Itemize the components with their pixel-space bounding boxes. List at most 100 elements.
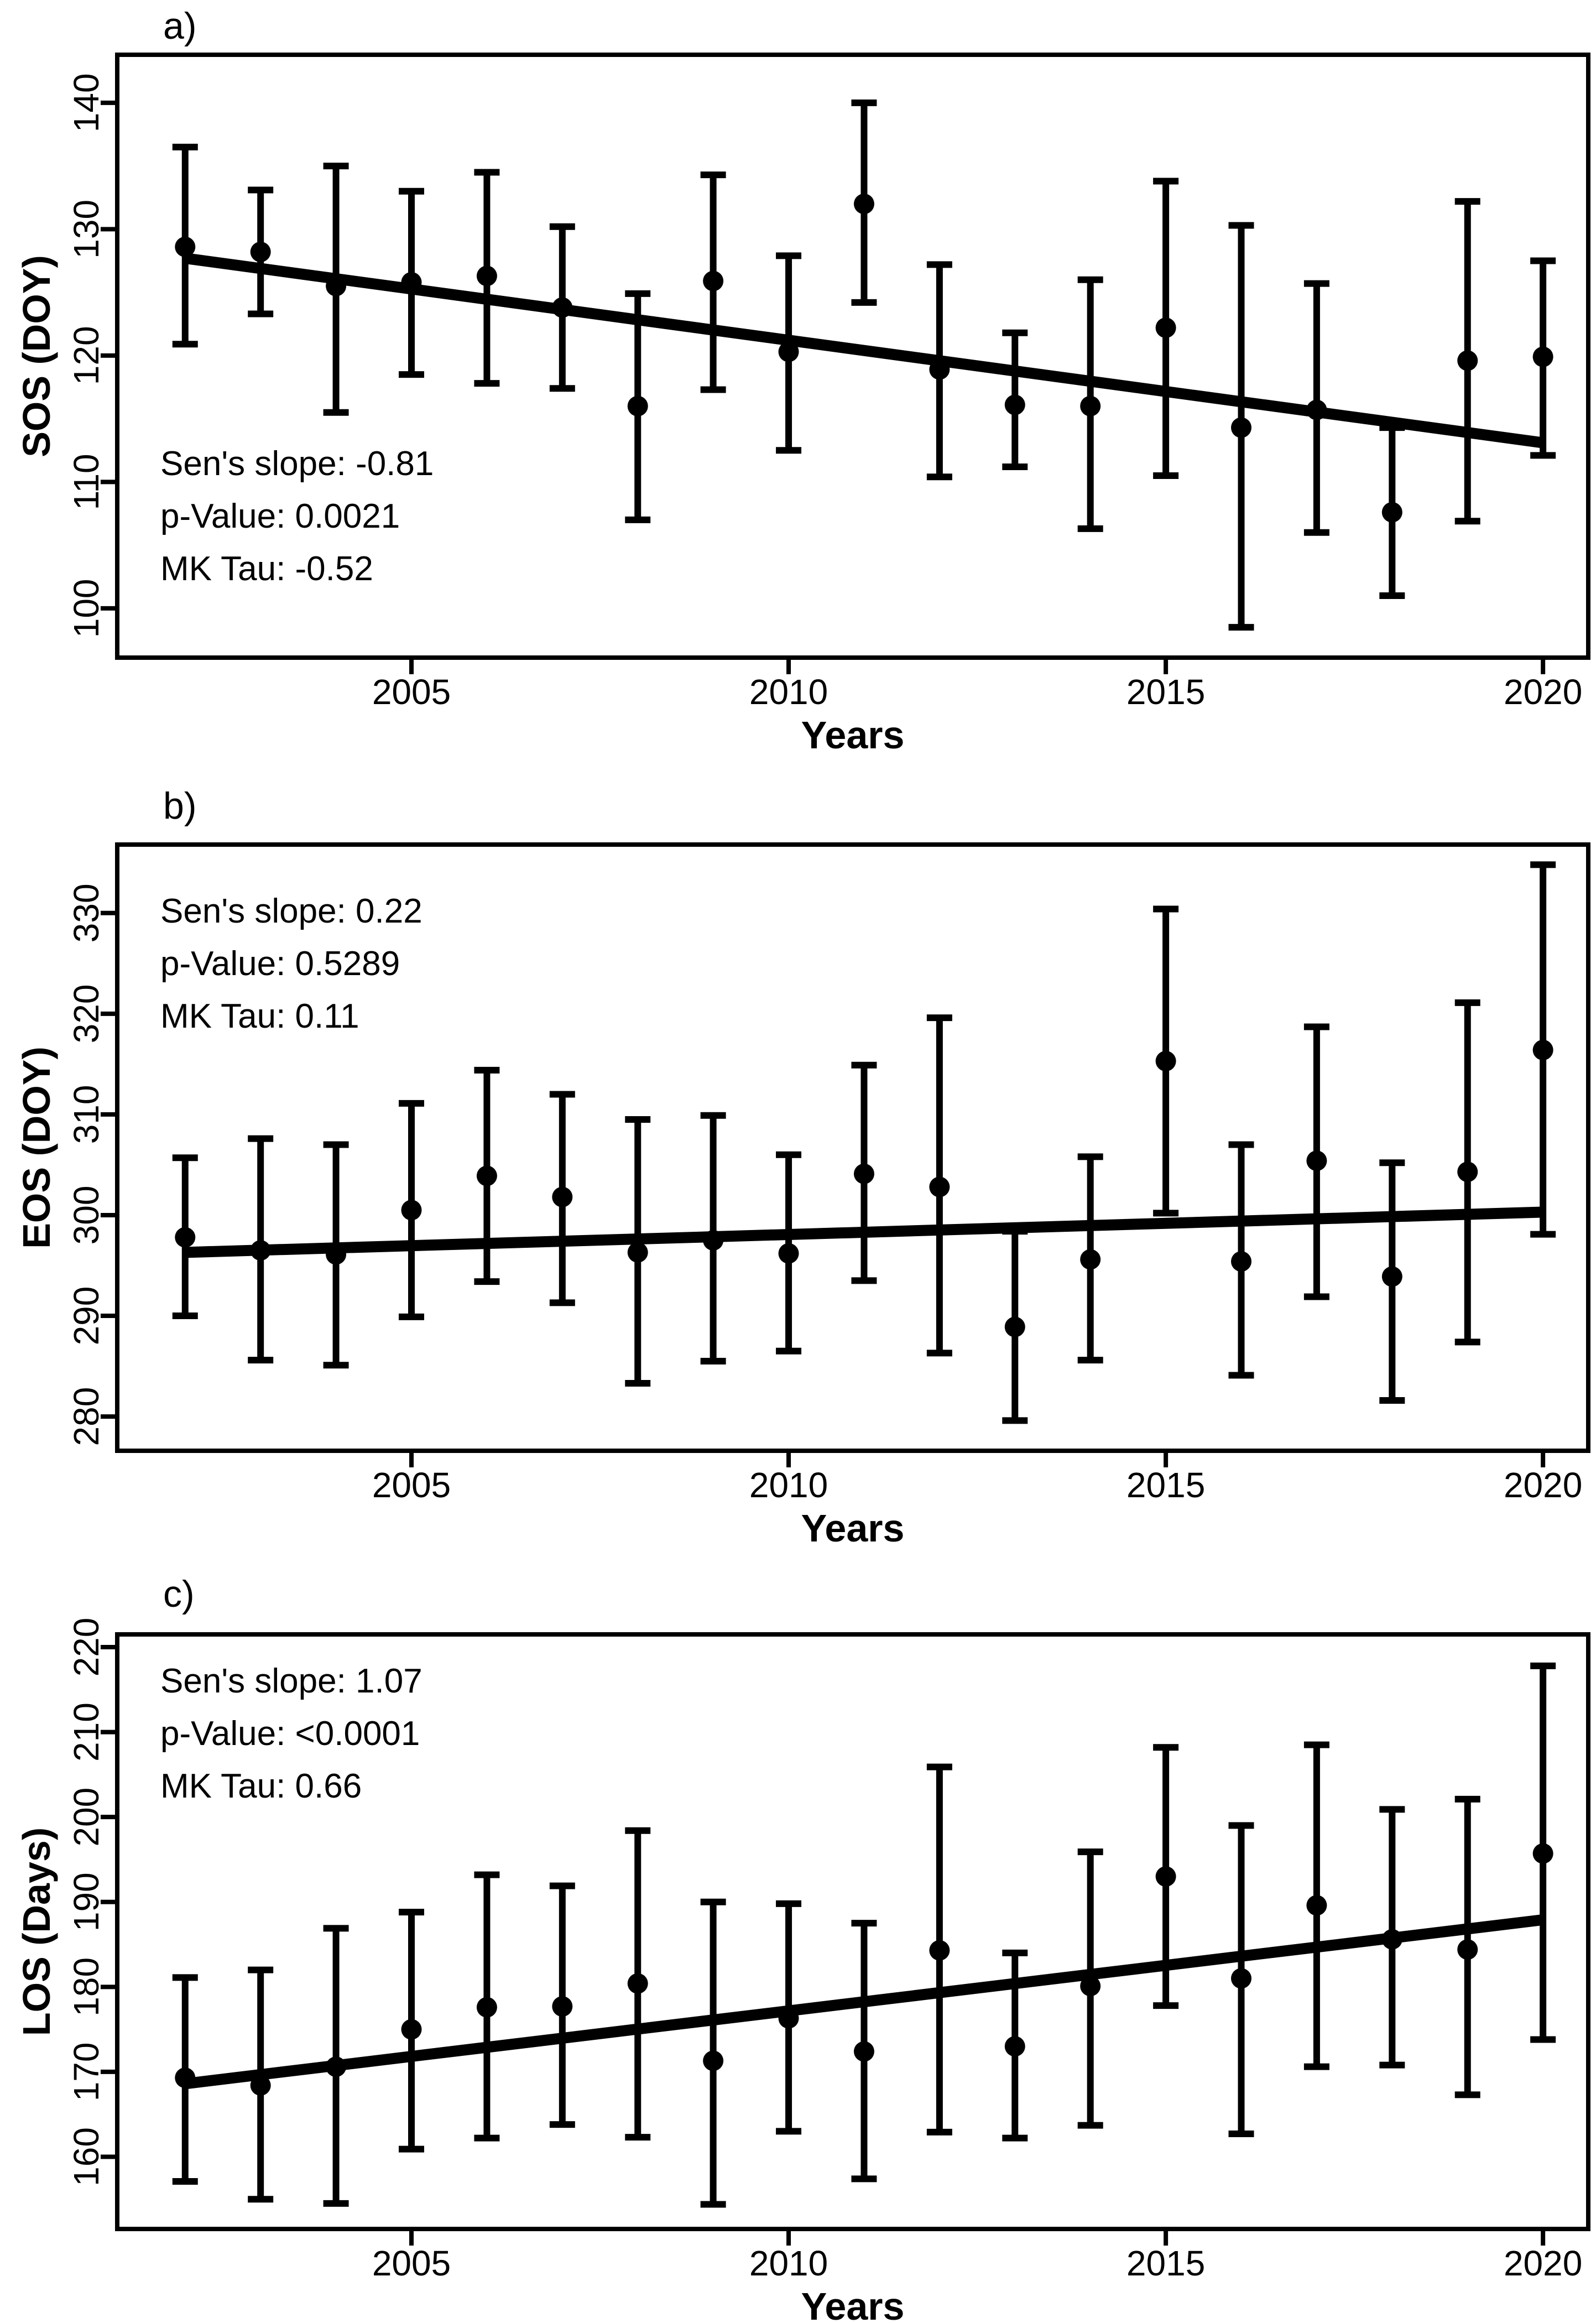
x-tick-label: 2005 [372, 1465, 451, 1505]
data-point [1004, 394, 1025, 415]
data-point [1231, 417, 1252, 438]
y-tick-label: 170 [66, 2043, 106, 2102]
y-tick-label: 300 [66, 1186, 106, 1245]
data-point [326, 275, 347, 296]
data-point [1532, 346, 1553, 367]
data-point [1381, 1266, 1402, 1287]
data-point [703, 2050, 724, 2071]
data-point [1080, 395, 1101, 416]
plot-box [115, 842, 1590, 1453]
x-tick-label: 2010 [749, 1465, 828, 1505]
data-point [929, 359, 950, 380]
data-point [778, 1243, 799, 1264]
data-point [627, 1973, 648, 1994]
data-point [552, 1996, 573, 2017]
data-point [853, 194, 874, 215]
data-point [401, 2019, 422, 2040]
data-point [1457, 1939, 1478, 1960]
y-tick-label: 210 [66, 1702, 106, 1762]
data-point [1231, 1251, 1252, 1272]
data-point [1381, 1929, 1402, 1950]
panel-a: a) 100 110 120 130 140 2005 2010 2015 2020 Years SO… [15, 5, 1590, 757]
data-point [175, 1227, 196, 1248]
data-point [250, 2075, 271, 2096]
data-point [476, 1997, 497, 2018]
y-tick-label: 180 [66, 1957, 106, 2017]
stats-annotation: MK Tau: -0.52 [160, 550, 373, 588]
data-point [250, 241, 271, 262]
data-point [326, 1244, 347, 1265]
y-tick-label: 190 [66, 1872, 106, 1931]
x-tick-label: 2015 [1126, 2243, 1205, 2283]
data-point [476, 265, 497, 287]
x-tick-label: 2015 [1126, 672, 1205, 712]
data-point [552, 1186, 573, 1207]
data-point [1306, 1895, 1327, 1916]
data-point [1457, 350, 1478, 371]
x-axis-title: Years [801, 1507, 905, 1550]
data-point [326, 2056, 347, 2077]
stats-annotation: Sen's slope: -0.81 [160, 445, 434, 483]
x-tick-label: 2010 [749, 672, 828, 712]
x-tick-label: 2015 [1126, 1465, 1205, 1505]
stats-annotation: MK Tau: 0.66 [160, 1767, 362, 1805]
data-point [778, 341, 799, 362]
data-point [1231, 1968, 1252, 1989]
y-axis-title: LOS (Days) [15, 1827, 58, 2036]
stats-annotation: MK Tau: 0.11 [160, 997, 359, 1035]
data-point [1457, 1162, 1478, 1183]
panel-label: c) [163, 1573, 195, 1615]
y-tick-label: 140 [66, 73, 106, 132]
data-point [552, 297, 573, 318]
stats-annotation: Sen's slope: 0.22 [160, 892, 423, 930]
data-point [1306, 399, 1327, 420]
data-point [401, 1200, 422, 1221]
x-axis-title: Years [801, 713, 905, 757]
x-tick-label: 2020 [1504, 2243, 1582, 2283]
data-point [1532, 1843, 1553, 1864]
data-point [401, 272, 422, 293]
y-tick-label: 310 [66, 1085, 106, 1144]
panel-label: b) [163, 785, 196, 827]
y-axis-title: EOS (DOY) [15, 1046, 58, 1249]
plot-box [115, 1632, 1590, 2231]
y-tick-label: 220 [66, 1618, 106, 1677]
data-point [703, 270, 724, 291]
data-point [929, 1176, 950, 1197]
data-point [1155, 1866, 1176, 1887]
panel-b: b) 280 290 300 310 320 330 2005 2010 2015 2020 Year… [15, 785, 1590, 1550]
y-tick-label: 110 [66, 454, 106, 510]
data-point [627, 1242, 648, 1263]
x-tick-label: 2020 [1504, 1465, 1582, 1505]
y-tick-label: 290 [66, 1286, 106, 1346]
x-tick-label: 2020 [1504, 672, 1582, 712]
data-point [1532, 1039, 1553, 1060]
data-point [476, 1165, 497, 1186]
data-point [929, 1940, 950, 1961]
data-point [1004, 1316, 1025, 1337]
data-point [1004, 2036, 1025, 2057]
x-tick-label: 2005 [372, 672, 451, 712]
y-tick-label: 160 [66, 2127, 106, 2186]
x-tick-label: 2010 [749, 2243, 828, 2283]
y-tick-label: 200 [66, 1788, 106, 1847]
data-point [1155, 317, 1176, 338]
data-point [1080, 1976, 1101, 1997]
data-point [1306, 1150, 1327, 1171]
stats-annotation: p-Value: 0.5289 [160, 945, 400, 983]
stats-annotation: p-Value: <0.0001 [160, 1715, 420, 1753]
y-tick-label: 320 [66, 984, 106, 1043]
y-axis-title: SOS (DOY) [15, 255, 58, 457]
data-point [250, 1240, 271, 1261]
x-tick-label: 2005 [372, 2243, 451, 2283]
y-tick-label: 130 [66, 200, 106, 259]
data-point [703, 1230, 724, 1251]
data-point [1155, 1050, 1176, 1071]
data-point [853, 2041, 874, 2062]
data-point [1080, 1249, 1101, 1270]
data-point [778, 2008, 799, 2029]
panel-label: a) [163, 5, 196, 47]
stats-annotation: Sen's slope: 1.07 [160, 1662, 423, 1700]
